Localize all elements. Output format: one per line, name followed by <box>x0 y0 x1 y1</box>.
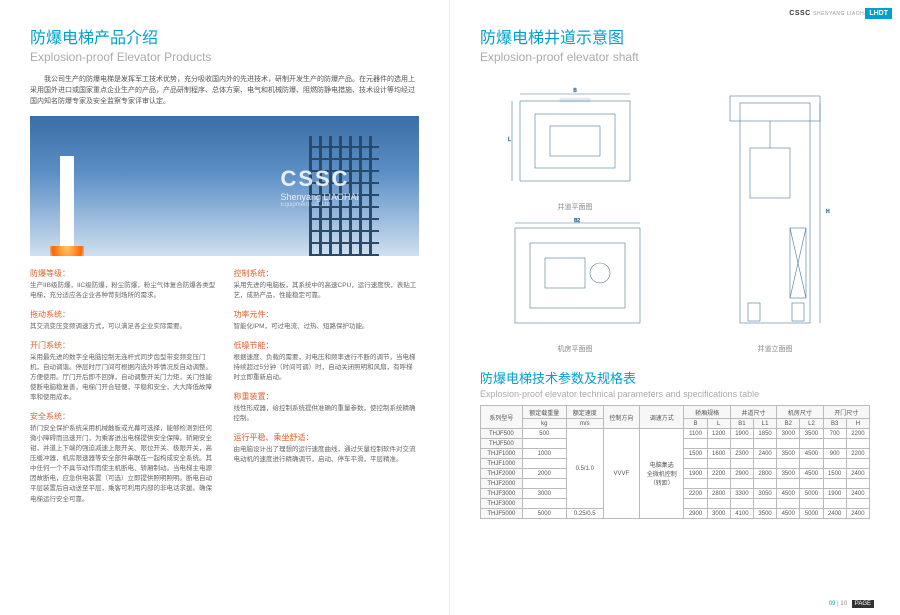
logo-text: CSSC <box>789 10 810 17</box>
th-speed: 额定速度 <box>566 406 603 419</box>
plan-label: 井道平面图 <box>558 202 593 212</box>
feature-heading: 低噪节能： <box>234 340 420 351</box>
feature-heading: 控制系统： <box>234 268 420 279</box>
title-cn: 防爆电梯产品介绍 <box>30 24 419 48</box>
rocket-graphic <box>60 156 74 256</box>
lhdt-badge: LHDT <box>865 8 892 19</box>
u-b2: B2 <box>777 419 800 429</box>
machine-diagram-svg: B2 <box>500 218 650 338</box>
feature-text: 其交流变压变频调速方式，可以满足各企业实际需要。 <box>30 322 216 332</box>
feature-section: 开门系统： 采用最先进的数字全电脑控制无连杆式同步齿型带变频变压门机，自动调谐。停… <box>30 340 216 403</box>
th-door: 开门尺寸 <box>823 406 869 419</box>
th-machine: 机房尺寸 <box>777 406 823 419</box>
feature-heading: 运行平稳、乘坐舒适： <box>234 432 420 443</box>
feature-section: 拖动系统： 其交流变压变频调速方式，可以满足各企业实际需要。 <box>30 309 216 332</box>
u-l1: L1 <box>753 419 776 429</box>
feature-text: 智能化IPM，可过电流、过热、短路保护功能。 <box>234 322 420 332</box>
feature-heading: 拖动系统： <box>30 309 216 320</box>
svg-text:B2: B2 <box>574 218 580 224</box>
feature-heading: 称重装置： <box>234 391 420 402</box>
shaft-title-cn: 防爆电梯井道示意图 <box>480 24 870 48</box>
table-title-cn: 防爆电梯技术参数及规格表 <box>480 368 870 387</box>
feature-text: 根据速度、负载的需要，对电压和频率进行不断的调节，当电梯持续超过5分钟（时间可调… <box>234 353 420 383</box>
table-row: THJF5005000.5/1.0VVVF电脑集选 全微机控制 （转距）1100… <box>481 429 870 439</box>
feature-text: 轿门安全保护系统采用机械触板或光幕可选择，能够检测到任何微小障碍而迅速开门，为乘… <box>30 424 216 505</box>
spec-tbody: THJF5005000.5/1.0VVVF电脑集选 全微机控制 （转距）1100… <box>481 429 870 519</box>
feature-text: 线性形成器，给控制系统提供准确的重量参数，使控制系统精确控制。 <box>234 404 420 424</box>
feature-text: 由电脑设计出了理想的运行速度曲线，通过矢量控制软件对交流电动机的速度进行精确调节… <box>234 445 420 465</box>
feature-text: 采用最先进的数字全电脑控制无连杆式同步齿型带变频变压门机，自动调谐。停层时厅门间… <box>30 353 216 403</box>
feature-heading: 防爆等级： <box>30 268 216 279</box>
th-ctrl: 控制方向 <box>603 406 640 429</box>
machine-label: 机房平面图 <box>558 344 593 354</box>
left-page: 防爆电梯产品介绍 Explosion-proof Elevator Produc… <box>0 0 450 615</box>
th-car: 轿厢规格 <box>684 406 730 419</box>
feature-section: 防爆等级： 生产IIB级防爆，IIC级防爆，粉尘防爆，粉尘气体复合防爆各类型电梯，… <box>30 268 216 301</box>
shaft-title-en: Explosion-proof elevator shaft <box>480 50 870 64</box>
plan-diagram-svg: B L <box>500 86 650 196</box>
section-diagram-svg: H <box>700 88 850 338</box>
feature-col-left: 防爆等级： 生产IIB级防爆，IIC级防爆，粉尘防爆，粉尘气体复合防爆各类型电梯，… <box>30 268 216 513</box>
feature-col-right: 控制系统： 采用先进的电脑板，其系统中的高速CPU，运行速度快，表贴工艺，成熟产品… <box>234 268 420 513</box>
hero-text: CSSC Shenyang LIAOHAI Equipment Co.,Ltd <box>280 166 359 208</box>
svg-text:B: B <box>573 88 577 94</box>
logo-sub: SHENYANG LIAOHAI <box>813 11 870 17</box>
th-shaft: 井道尺寸 <box>730 406 776 419</box>
u-b3: B3 <box>823 419 846 429</box>
feature-section: 称重装置： 线性形成器，给控制系统提供准确的重量参数，使控制系统精确控制。 <box>234 391 420 424</box>
feature-heading: 开门系统： <box>30 340 216 351</box>
spec-table: 系列型号 额定载重量 额定速度 控制方向 调速方式 轿厢规格 井道尺寸 机房尺寸… <box>480 405 870 519</box>
page-right: 10 <box>840 601 847 607</box>
u-l: L <box>707 419 730 429</box>
svg-text:H: H <box>826 209 830 215</box>
page-label: PAGE <box>852 600 874 608</box>
u-h: H <box>846 419 869 429</box>
u-b1: B1 <box>730 419 753 429</box>
right-page: CSSC SHENYANG LIAOHAI LHDT 防爆电梯井道示意图 Exp… <box>450 0 900 615</box>
plan-diagram-col: B L 井道平面图 B2 机房平面图 <box>480 74 670 354</box>
feature-section: 控制系统： 采用先进的电脑板，其系统中的高速CPU，运行速度快，表贴工艺，成熟产品… <box>234 268 420 301</box>
page-left: 09 <box>829 601 836 607</box>
feature-heading: 功率元件： <box>234 309 420 320</box>
table-title-en: Explosion-proof elevator technical param… <box>480 389 870 399</box>
header-logo: CSSC SHENYANG LIAOHAI <box>789 10 870 17</box>
page-sep: | <box>837 601 839 607</box>
brochure-spread: 防爆电梯产品介绍 Explosion-proof Elevator Produc… <box>0 0 900 615</box>
feature-heading: 安全系统： <box>30 411 216 422</box>
intro-paragraph: 我公司生产的防爆电梯是发挥军工技术优势，充分吸收国内外的先进技术，研制开发生产的… <box>30 74 419 108</box>
th-load: 额定载重量 <box>522 406 566 419</box>
hero-sm: Equipment Co.,Ltd <box>280 202 359 208</box>
feature-columns: 防爆等级： 生产IIB级防爆，IIC级防爆，粉尘防爆，粉尘气体复合防爆各类型电梯，… <box>30 268 419 513</box>
feature-text: 采用先进的电脑板，其系统中的高速CPU，运行速度快，表贴工艺，成熟产品，性能稳定… <box>234 281 420 301</box>
diagram-area: B L 井道平面图 B2 机房平面图 <box>480 74 870 354</box>
feature-text: 生产IIB级防爆，IIC级防爆，粉尘防爆，粉尘气体复合防爆各类型电梯，充分适应各… <box>30 281 216 301</box>
feature-section: 运行平稳、乘坐舒适： 由电脑设计出了理想的运行速度曲线，通过矢量控制软件对交流电动… <box>234 432 420 465</box>
hero-image: CSSC Shenyang LIAOHAI Equipment Co.,Ltd <box>30 116 419 256</box>
feature-section: 功率元件： 智能化IPM，可过电流、过热、短路保护功能。 <box>234 309 420 332</box>
u-b: B <box>684 419 707 429</box>
th-series: 系列型号 <box>481 406 523 429</box>
hero-mid: Shenyang LIAOHAI <box>280 192 359 202</box>
section-label: 井道立面图 <box>758 344 793 354</box>
feature-section: 安全系统： 轿门安全保护系统采用机械触板或光幕可选择，能够检测到任何微小障碍而迅速… <box>30 411 216 505</box>
u-kg: kg <box>522 419 566 429</box>
u-ms: m/s <box>566 419 603 429</box>
section-diagram-col: H 井道立面图 <box>680 74 870 354</box>
svg-text:L: L <box>508 137 511 143</box>
spec-table-wrap: 系列型号 额定载重量 额定速度 控制方向 调速方式 轿厢规格 井道尺寸 机房尺寸… <box>480 405 870 519</box>
u-l2: L2 <box>800 419 823 429</box>
feature-section: 低噪节能： 根据速度、负载的需要，对电压和频率进行不断的调节，当电梯持续超过5分钟… <box>234 340 420 383</box>
title-en: Explosion-proof Elevator Products <box>30 50 419 64</box>
th-drive: 调速方式 <box>640 406 684 429</box>
hero-big: CSSC <box>280 166 359 192</box>
page-number: 09 | 10 PAGE <box>829 601 874 607</box>
